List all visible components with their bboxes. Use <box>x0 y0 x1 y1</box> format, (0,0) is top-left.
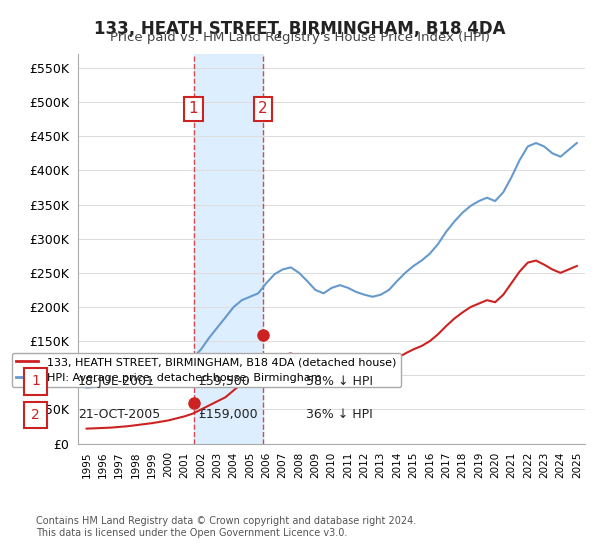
Text: Contains HM Land Registry data © Crown copyright and database right 2024.
This d: Contains HM Land Registry data © Crown c… <box>36 516 416 538</box>
Text: £159,000: £159,000 <box>198 408 257 422</box>
Text: 133, HEATH STREET, BIRMINGHAM, B18 4DA: 133, HEATH STREET, BIRMINGHAM, B18 4DA <box>94 20 506 38</box>
Text: 36% ↓ HPI: 36% ↓ HPI <box>306 408 373 422</box>
Text: 2: 2 <box>258 101 268 116</box>
Text: Price paid vs. HM Land Registry's House Price Index (HPI): Price paid vs. HM Land Registry's House … <box>110 31 490 44</box>
Text: 1: 1 <box>188 101 199 116</box>
Text: 21-OCT-2005: 21-OCT-2005 <box>78 408 160 422</box>
Legend: 133, HEATH STREET, BIRMINGHAM, B18 4DA (detached house), HPI: Average price, det: 133, HEATH STREET, BIRMINGHAM, B18 4DA (… <box>11 353 401 387</box>
Bar <box>194 54 263 444</box>
Text: 58% ↓ HPI: 58% ↓ HPI <box>306 375 373 388</box>
Text: 18-JUL-2001: 18-JUL-2001 <box>78 375 155 388</box>
Text: 1: 1 <box>31 374 40 389</box>
Text: 2: 2 <box>31 408 40 422</box>
Text: £59,500: £59,500 <box>198 375 250 388</box>
